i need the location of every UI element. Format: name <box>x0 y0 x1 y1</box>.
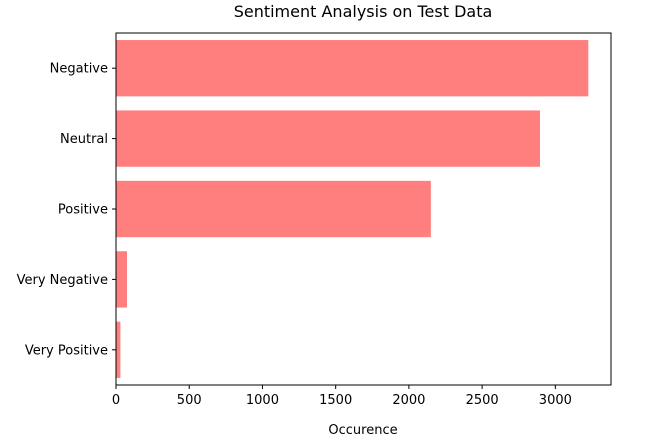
y-tick-label-very-negative: Very Negative <box>17 273 108 288</box>
x-tick-label-500: 500 <box>177 393 202 408</box>
bar-negative <box>116 40 589 97</box>
x-axis-ticks: 0 500 1000 1500 2000 2500 3000 <box>112 385 572 408</box>
x-tick-label-0: 0 <box>112 393 120 408</box>
y-tick-label-positive: Positive <box>58 203 108 218</box>
chart-title: Sentiment Analysis on Test Data <box>234 2 493 21</box>
x-tick-label-2000: 2000 <box>392 393 425 408</box>
plot-frame <box>115 32 612 386</box>
x-tick-label-1000: 1000 <box>246 393 279 408</box>
y-tick-label-neutral: Neutral <box>60 132 108 147</box>
x-tick-label-1500: 1500 <box>319 393 352 408</box>
y-tick-label-very-positive: Very Positive <box>25 343 108 358</box>
y-tick-label-negative: Negative <box>50 62 108 77</box>
bar-very-positive <box>116 321 121 378</box>
bar-very-negative <box>116 251 127 308</box>
x-tick-label-2500: 2500 <box>466 393 499 408</box>
bars-layer <box>116 40 589 378</box>
bar-neutral <box>116 110 540 167</box>
y-axis-ticks: Negative Neutral Positive Very Negative Very… <box>17 62 116 358</box>
x-axis-label: Occurence <box>328 423 397 438</box>
bar-positive <box>116 180 431 238</box>
x-tick-label-3000: 3000 <box>539 393 572 408</box>
